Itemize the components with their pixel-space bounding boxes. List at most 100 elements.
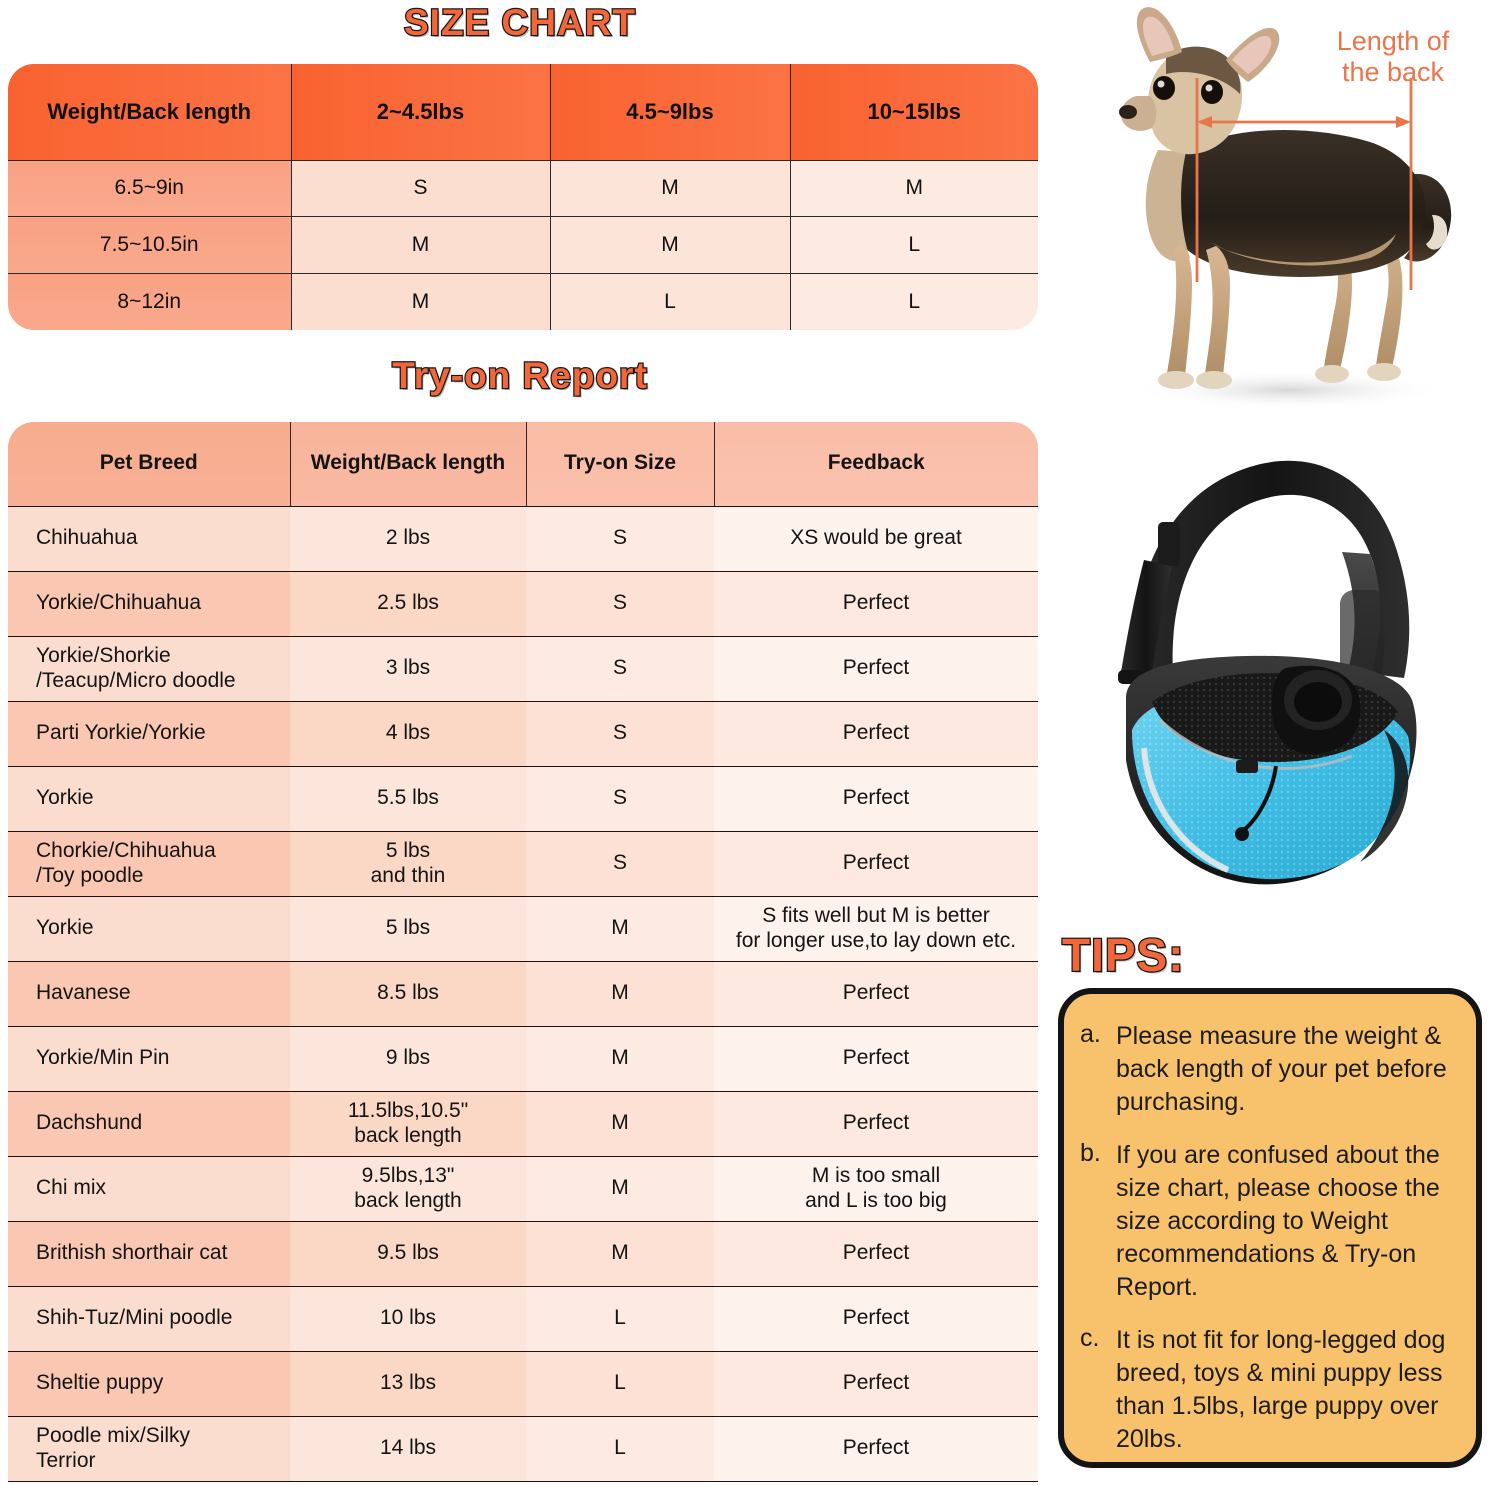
strap-adjuster-buckle bbox=[1158, 522, 1180, 566]
dog-measurement-photo: Length of the back bbox=[1040, 0, 1500, 418]
tryon-cell-feedback: Perfect bbox=[714, 765, 1038, 832]
arrow-head-left bbox=[1197, 116, 1212, 128]
tip-item: b. If you are confused about the size ch… bbox=[1080, 1139, 1460, 1304]
size-chart-cell: S bbox=[290, 159, 551, 218]
tryon-cell-weight: 5 lbs and thin bbox=[290, 830, 526, 897]
size-chart-back-length: 6.5~9in bbox=[8, 159, 292, 218]
size-chart-title: SIZE CHART bbox=[403, 1, 637, 45]
tryon-cell-weight: 9.5lbs,13" back length bbox=[290, 1155, 526, 1222]
size-chart-cell: M bbox=[549, 216, 791, 274]
tryon-cell-weight: 14 lbs bbox=[290, 1415, 526, 1482]
size-chart-row: 8~12in M L L bbox=[8, 272, 1038, 330]
tip-text: It is not fit for long-legged dog breed,… bbox=[1116, 1326, 1446, 1453]
size-chart-header-cell: 4.5~9lbs bbox=[549, 64, 791, 161]
tryon-cell-weight: 2.5 lbs bbox=[290, 570, 526, 637]
tryon-cell-feedback: Perfect bbox=[714, 700, 1038, 767]
size-chart-header-row: Weight/Back length 2~4.5lbs 4.5~9lbs 10~… bbox=[8, 64, 1038, 161]
tryon-header-cell: Feedback bbox=[713, 422, 1038, 507]
tryon-row: Brithish shorthair cat 9.5 lbs M Perfect bbox=[8, 1220, 1038, 1287]
tryon-row: Sheltie puppy 13 lbs L Perfect bbox=[8, 1350, 1038, 1417]
tips-box: a. Please measure the weight & back leng… bbox=[1058, 988, 1482, 1468]
tryon-cell-size: L bbox=[526, 1350, 714, 1417]
tryon-cell-breed: Yorkie bbox=[8, 765, 290, 832]
size-chart-cell: L bbox=[549, 272, 791, 330]
size-chart-row: 6.5~9in S M M bbox=[8, 159, 1038, 218]
tryon-cell-size: M bbox=[526, 960, 714, 1027]
tryon-cell-size: S bbox=[526, 505, 714, 572]
tryon-cell-breed: Chi mix bbox=[8, 1155, 290, 1222]
tryon-cell-size: S bbox=[526, 765, 714, 832]
tryon-header-row: Pet Breed Weight/Back length Try-on Size… bbox=[8, 422, 1038, 507]
tryon-cell-size: S bbox=[526, 700, 714, 767]
shoulder-strap bbox=[1133, 460, 1410, 688]
tip-item: c. It is not fit for long-legged dog bre… bbox=[1080, 1324, 1460, 1456]
size-chart-header-cell: Weight/Back length bbox=[8, 64, 292, 161]
tip-letter: a. bbox=[1080, 1020, 1101, 1048]
tryon-cell-breed: Chihuahua bbox=[8, 505, 290, 572]
tryon-cell-size: M bbox=[526, 1155, 714, 1222]
tryon-cell-size: S bbox=[526, 830, 714, 897]
tryon-row: Chihuahua 2 lbs S XS would be great bbox=[8, 505, 1038, 572]
tryon-cell-weight: 9.5 lbs bbox=[290, 1220, 526, 1287]
dog-illustration bbox=[1119, 7, 1452, 410]
tryon-row: Shih-Tuz/Mini poodle 10 lbs L Perfect bbox=[8, 1285, 1038, 1352]
size-chart-back-length: 7.5~10.5in bbox=[8, 216, 292, 274]
tryon-cell-weight: 10 lbs bbox=[290, 1285, 526, 1352]
tryon-cell-feedback: Perfect bbox=[714, 635, 1038, 702]
arrow-head-right bbox=[1396, 116, 1411, 128]
tryon-cell-breed: Sheltie puppy bbox=[8, 1350, 290, 1417]
tryon-cell-weight: 3 lbs bbox=[290, 635, 526, 702]
size-chart-back-length: 8~12in bbox=[8, 272, 292, 330]
tryon-cell-weight: 11.5lbs,10.5" back length bbox=[290, 1090, 526, 1157]
size-chart-cell: M bbox=[290, 272, 551, 330]
tip-letter: c. bbox=[1080, 1324, 1100, 1352]
tryon-cell-feedback: M is too small and L is too big bbox=[714, 1155, 1038, 1222]
tryon-cell-feedback: Perfect bbox=[714, 830, 1038, 897]
tip-item: a. Please measure the weight & back leng… bbox=[1080, 1020, 1460, 1119]
tryon-cell-breed: Poodle mix/Silky Terrior bbox=[8, 1415, 290, 1482]
tryon-header-cell: Weight/Back length bbox=[289, 422, 527, 507]
tryon-cell-weight: 4 lbs bbox=[290, 700, 526, 767]
size-chart-cell: L bbox=[789, 272, 1038, 330]
tryon-cell-breed: Chorkie/Chihuahua /Toy poodle bbox=[8, 830, 290, 897]
left-column: SIZE CHART Weight/Back length 2~4.5lbs 4… bbox=[8, 1, 1038, 1482]
tryon-cell-weight: 5.5 lbs bbox=[290, 765, 526, 832]
length-of-back-label: Length of the back bbox=[1336, 26, 1450, 88]
tryon-cell-breed: Yorkie/Shorkie /Teacup/Micro doodle bbox=[8, 635, 290, 702]
tryon-header-cell: Pet Breed bbox=[8, 422, 291, 507]
tryon-row: Havanese 8.5 lbs M Perfect bbox=[8, 960, 1038, 1027]
size-chart-header-cell: 10~15lbs bbox=[789, 64, 1038, 161]
tryon-cell-weight: 5 lbs bbox=[290, 895, 526, 962]
size-chart-row: 7.5~10.5in M M L bbox=[8, 216, 1038, 274]
tryon-cell-size: S bbox=[526, 570, 714, 637]
tryon-row: Chi mix 9.5lbs,13" back length M M is too s… bbox=[8, 1155, 1038, 1222]
tryon-cell-breed: Yorkie bbox=[8, 895, 290, 962]
tryon-cell-feedback: S fits well but M is better for longer u… bbox=[714, 895, 1038, 962]
tryon-cell-breed: Parti Yorkie/Yorkie bbox=[8, 700, 290, 767]
tips-title: TIPS: bbox=[1061, 928, 1185, 983]
size-chart-cell: M bbox=[290, 216, 551, 274]
tryon-cell-size: M bbox=[526, 1025, 714, 1092]
tryon-row: Yorkie 5.5 lbs S Perfect bbox=[8, 765, 1038, 832]
tryon-cell-size: M bbox=[526, 895, 714, 962]
tryon-cell-breed: Dachshund bbox=[8, 1090, 290, 1157]
reflective-strip bbox=[1141, 747, 1230, 873]
strap-loose-end bbox=[1120, 560, 1172, 684]
tryon-cell-weight: 13 lbs bbox=[290, 1350, 526, 1417]
size-chart-table: Weight/Back length 2~4.5lbs 4.5~9lbs 10~… bbox=[8, 64, 1038, 330]
tryon-cell-breed: Yorkie/Min Pin bbox=[8, 1025, 290, 1092]
tryon-cell-feedback: Perfect bbox=[714, 1285, 1038, 1352]
tip-letter: b. bbox=[1080, 1139, 1101, 1167]
zipper-pull bbox=[1236, 760, 1258, 773]
tryon-row: Yorkie/Min Pin 9 lbs M Perfect bbox=[8, 1025, 1038, 1092]
tryon-table-wrapper: Pet Breed Weight/Back length Try-on Size… bbox=[8, 422, 1038, 1482]
tryon-row: Parti Yorkie/Yorkie 4 lbs S Perfect bbox=[8, 700, 1038, 767]
tryon-header-cell: Try-on Size bbox=[525, 422, 715, 507]
size-chart-cell: M bbox=[789, 159, 1038, 218]
tryon-cell-feedback: Perfect bbox=[714, 960, 1038, 1027]
tryon-cell-breed: Brithish shorthair cat bbox=[8, 1220, 290, 1287]
tryon-row: Dachshund 11.5lbs,10.5" back length M Perfe… bbox=[8, 1090, 1038, 1157]
tryon-row: Chorkie/Chihuahua /Toy poodle 5 lbs and t… bbox=[8, 830, 1038, 897]
pet-sling-carrier-photo bbox=[1040, 430, 1500, 920]
tryon-cell-size: L bbox=[526, 1415, 714, 1482]
